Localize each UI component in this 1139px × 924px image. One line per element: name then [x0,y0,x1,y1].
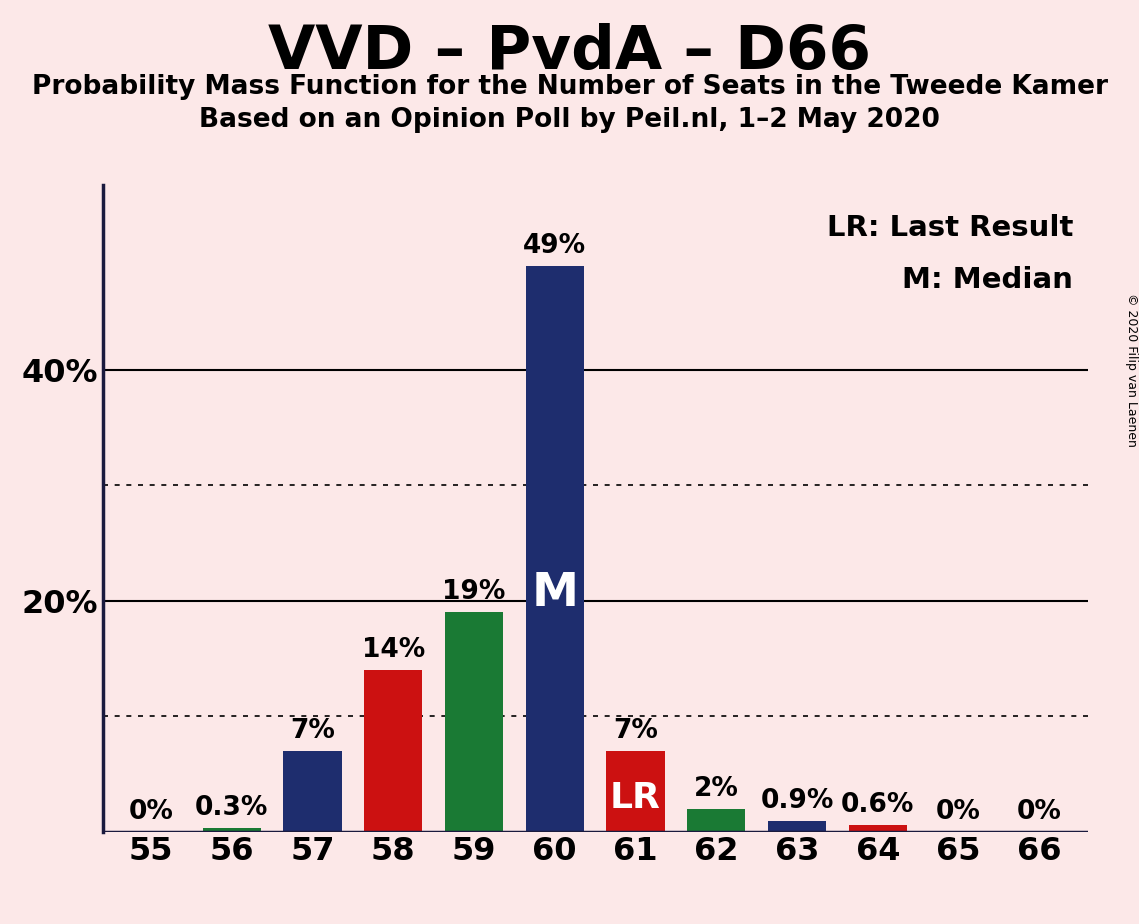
Text: 0%: 0% [936,798,981,825]
Text: Based on an Opinion Poll by Peil.nl, 1–2 May 2020: Based on an Opinion Poll by Peil.nl, 1–2… [199,107,940,133]
Text: 0%: 0% [1017,798,1062,825]
Text: 19%: 19% [442,579,506,605]
Text: 49%: 49% [523,233,587,259]
Bar [606,750,664,832]
Text: M: Median: M: Median [902,266,1073,294]
Bar [768,821,826,832]
Text: LR: LR [611,781,661,815]
Text: 0.3%: 0.3% [195,796,269,821]
Bar [849,825,907,832]
Text: LR: Last Result: LR: Last Result [827,213,1073,242]
Bar [687,808,745,832]
Text: 14%: 14% [361,637,425,663]
Bar [445,612,503,832]
Text: Probability Mass Function for the Number of Seats in the Tweede Kamer: Probability Mass Function for the Number… [32,74,1107,100]
Bar [203,828,261,832]
Text: M: M [531,571,579,616]
Text: 0.9%: 0.9% [761,788,834,814]
Text: 0%: 0% [129,798,173,825]
Bar [284,750,342,832]
Bar [526,266,584,832]
Text: © 2020 Filip van Laenen: © 2020 Filip van Laenen [1124,293,1138,446]
Text: 7%: 7% [613,718,658,744]
Bar [364,670,423,832]
Text: 0.6%: 0.6% [841,792,915,818]
Text: 2%: 2% [694,775,739,802]
Text: VVD – PvdA – D66: VVD – PvdA – D66 [268,23,871,82]
Text: 7%: 7% [290,718,335,744]
